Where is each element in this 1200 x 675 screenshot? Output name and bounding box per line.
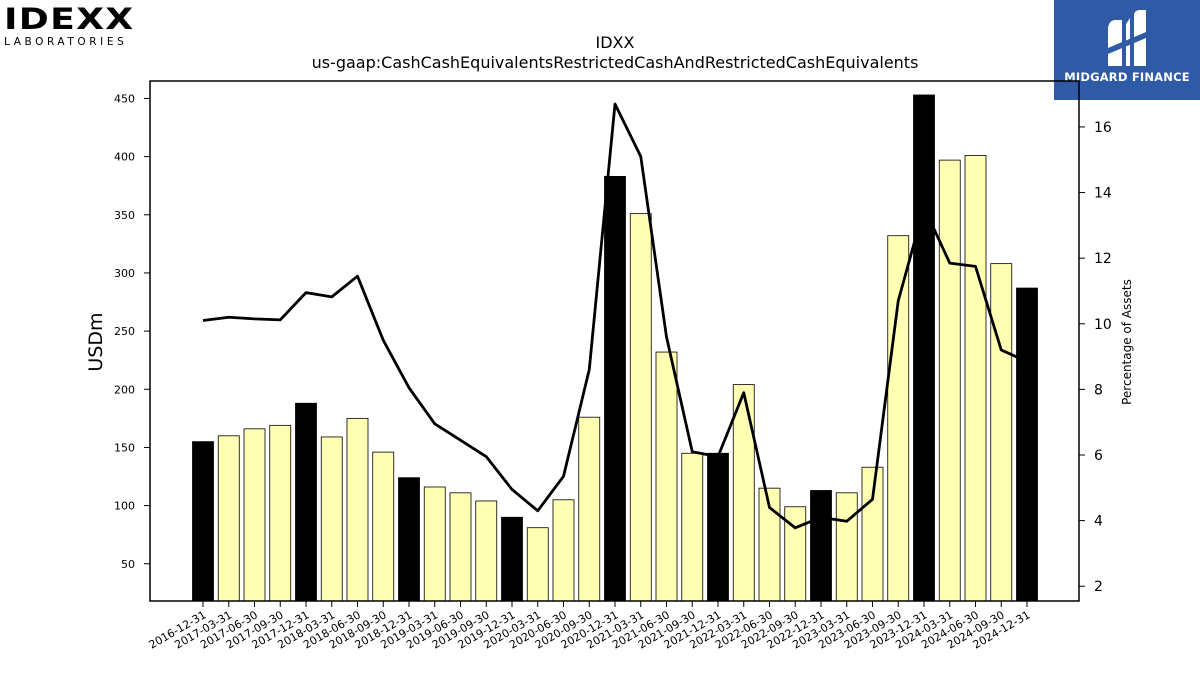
bar-2020-03-31 [526, 527, 549, 602]
y2-tick-label: 2 [1094, 579, 1103, 595]
y2-tick-label: 10 [1094, 317, 1112, 333]
y-tick-label: 400 [114, 151, 135, 164]
bar-2018-09-30 [372, 451, 395, 602]
bar-2021-03-31 [629, 213, 652, 602]
bar-2020-09-30 [578, 416, 601, 602]
y2-tick-label: 16 [1094, 120, 1112, 136]
bar-2017-03-31 [217, 435, 240, 602]
bar-2019-09-30 [475, 500, 498, 602]
y2-axis-label: Percentage of Assets [1120, 279, 1134, 405]
y-tick-label: 150 [114, 441, 135, 454]
bar-2024-12-31 [1016, 287, 1038, 602]
y-tick-label: 450 [114, 92, 135, 105]
bar-2017-09-30 [269, 424, 292, 602]
bar-2023-06-30 [861, 466, 884, 602]
y-tick-label: 300 [114, 267, 135, 280]
bar-2020-06-30 [552, 499, 575, 602]
bar-2024-03-31 [938, 159, 961, 602]
x-axis-ticks: 2016-12-312017-03-312017-06-302017-09-30… [147, 601, 1033, 652]
y-tick-label: 350 [114, 209, 135, 222]
left-axis-ticks: 50 100 150 200 250 300 350 400 450 [114, 92, 150, 571]
bar-2023-03-31 [835, 492, 858, 602]
bar-2021-12-31 [707, 452, 729, 602]
bar-2022-12-31 [810, 490, 832, 602]
y-tick-label: 100 [114, 500, 135, 513]
idexx-logo: IDEXX LABORATORIES [4, 4, 154, 50]
bar-2021-06-30 [655, 351, 678, 602]
midgard-mark-icon [1108, 10, 1146, 66]
right-axis-ticks: 2 4 6 8 10 12 14 16 [1079, 120, 1112, 595]
logo-label: MIDGARD FINANCE [1064, 70, 1190, 84]
y2-tick-label: 14 [1094, 186, 1112, 202]
y-axis-label: USDm [85, 312, 107, 371]
y2-tick-label: 6 [1094, 448, 1103, 464]
y2-tick-label: 4 [1094, 514, 1103, 530]
bar-2017-12-31 [295, 402, 317, 602]
bar-2019-12-31 [501, 516, 523, 602]
bar-2016-12-31 [192, 441, 214, 602]
y2-tick-label: 12 [1094, 251, 1112, 267]
bar-2018-06-30 [346, 417, 369, 602]
bar-2018-12-31 [398, 477, 420, 602]
chart-title: IDXX [596, 33, 635, 52]
bar-2019-06-30 [449, 492, 472, 602]
chart-subtitle: us-gaap:CashCashEquivalentsRestrictedCas… [312, 53, 919, 72]
bar-series [192, 94, 1038, 602]
bar-2022-03-31 [732, 384, 755, 602]
bar-2023-09-30 [887, 235, 910, 602]
percentage-line [202, 102, 1028, 530]
logo-subtitle: LABORATORIES [4, 36, 128, 48]
y2-tick-label: 8 [1094, 382, 1103, 398]
bar-2017-06-30 [243, 428, 266, 602]
bar-2020-12-31 [604, 175, 626, 602]
bar-2021-09-30 [681, 452, 704, 602]
bar-2024-09-30 [990, 263, 1013, 602]
logo-wordmark: IDEXX [4, 2, 135, 36]
bar-2019-03-31 [423, 486, 446, 602]
bar-2018-03-31 [320, 436, 343, 602]
y-tick-label: 250 [114, 325, 135, 338]
bar-2023-12-31 [913, 94, 935, 602]
y-tick-label: 200 [114, 383, 135, 396]
y-tick-label: 50 [121, 558, 135, 571]
bar-2024-06-30 [964, 155, 987, 602]
